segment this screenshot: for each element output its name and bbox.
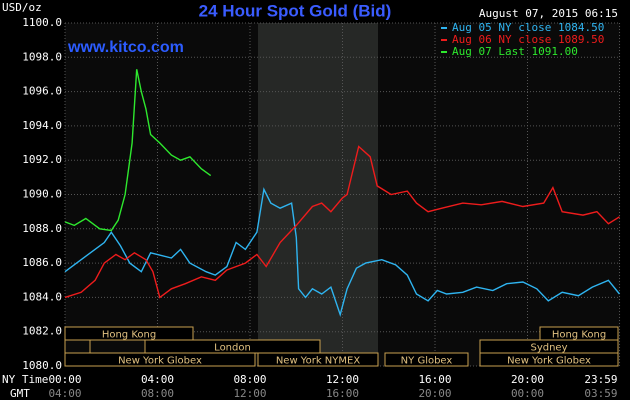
series-line	[64, 187, 621, 318]
x2-tick-label: 00:00	[511, 387, 544, 400]
y-tick-label: 1098.0	[22, 50, 62, 63]
y-axis-label: USD/oz	[2, 1, 42, 14]
session-box	[384, 352, 469, 367]
series-line	[64, 145, 620, 299]
x2-tick-label: 08:00	[141, 387, 174, 400]
session-box	[257, 352, 379, 367]
x2-tick-label: 20:00	[418, 387, 451, 400]
session-label: Sydney	[530, 343, 567, 354]
x-tick-label: 20:00	[511, 373, 544, 386]
legend-label: Aug 07 Last 1091.00	[452, 45, 578, 58]
y-tick-label: 1084.0	[22, 290, 62, 303]
x2-tick-label: 03:59	[584, 387, 617, 400]
session-box	[479, 352, 619, 367]
x2-axis-label: GMT	[10, 387, 30, 400]
y-tick-label: 1090.0	[22, 188, 62, 201]
x-tick-label: 04:00	[141, 373, 174, 386]
x2-tick-label: 16:00	[326, 387, 359, 400]
x-axis-label: NY Time	[2, 373, 48, 386]
session-box	[64, 352, 256, 367]
session-label: New York Globex	[118, 356, 202, 367]
x2-tick-label: 04:00	[48, 387, 81, 400]
session-label: New York Globex	[507, 356, 591, 367]
session-label: Hong Kong	[552, 330, 606, 341]
y-tick-label: 1080.0	[22, 359, 62, 372]
x-tick-label: 12:00	[326, 373, 359, 386]
x-tick-label: 23:59	[584, 373, 617, 386]
chart-title: 24 Hour Spot Gold (Bid)	[199, 1, 392, 20]
x-tick-label: 00:00	[48, 373, 81, 386]
x-tick-label: 16:00	[418, 373, 451, 386]
y-tick-label: 1088.0	[22, 222, 62, 235]
session-label: New York NYMEX	[276, 356, 361, 367]
y-tick-label: 1092.0	[22, 153, 62, 166]
session-box	[64, 326, 194, 341]
session-label: London	[214, 343, 251, 354]
legend-label: Aug 05 NY close 1084.50	[452, 21, 604, 34]
y-tick-label: 1086.0	[22, 256, 62, 269]
x-tick-label: 08:00	[233, 373, 266, 386]
session-label: Hong Kong	[102, 330, 156, 341]
y-tick-label: 1096.0	[22, 85, 62, 98]
y-tick-label: 1094.0	[22, 119, 62, 132]
legend-label: Aug 06 NY close 1089.50	[452, 33, 604, 46]
y-tick-label: 1100.0	[22, 16, 62, 29]
session-label: NY Globex	[401, 356, 453, 367]
x2-tick-label: 12:00	[233, 387, 266, 400]
series-line	[64, 69, 212, 232]
watermark: www.kitco.com	[67, 39, 184, 56]
y-tick-label: 1082.0	[22, 325, 62, 338]
timestamp: August 07, 2015 06:15	[479, 7, 618, 20]
